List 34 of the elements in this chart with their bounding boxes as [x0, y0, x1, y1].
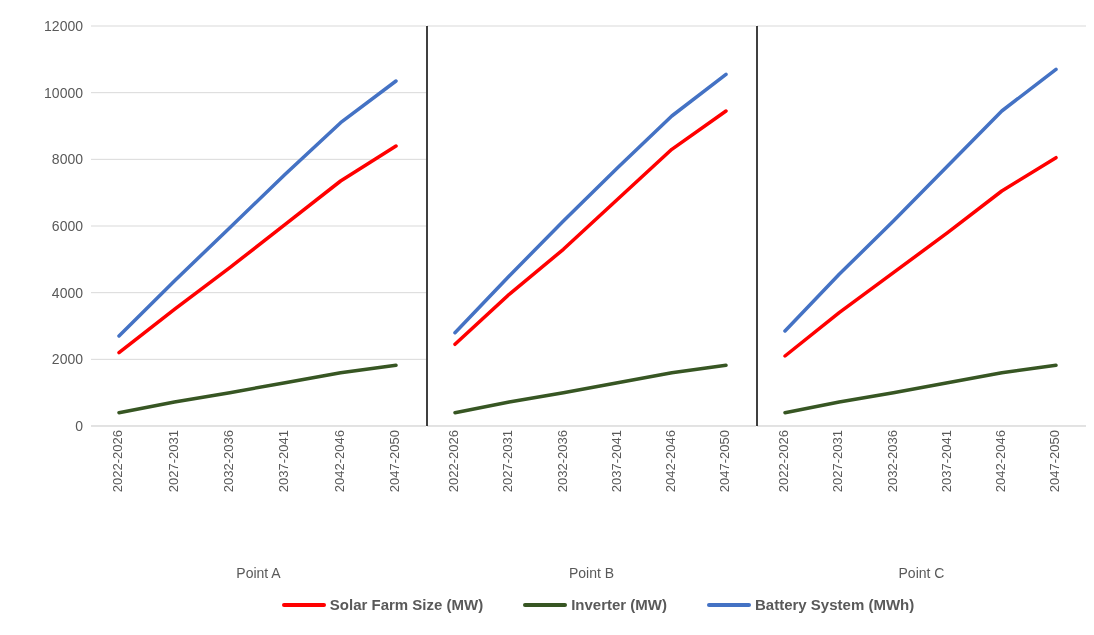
y-tick-label: 6000 [51, 217, 84, 234]
y-tick-label: 12000 [44, 17, 84, 34]
x-tick-label: 2037-2041 [938, 430, 954, 493]
x-axis-title: Point B [568, 565, 615, 581]
y-tick-label: 2000 [51, 351, 84, 368]
y-tick-label: 4000 [51, 284, 84, 301]
x-tick-label: 2037-2041 [276, 430, 292, 493]
x-axis-title: Point C [898, 565, 945, 581]
legend-label: Battery System (MWh) [755, 596, 915, 613]
x-tick-label: 2032-2036 [221, 430, 237, 493]
line-series [117, 79, 398, 338]
x-tick-label: 2032-2036 [554, 430, 570, 493]
y-tick-label: 10000 [44, 84, 84, 101]
y-tick-label: 0 [75, 417, 84, 434]
x-tick-label: 2047-2050 [387, 430, 403, 493]
legend-label: Inverter (MW) [571, 596, 667, 613]
x-tick-label: 2042-2046 [993, 430, 1009, 493]
x-tick-label: 2047-2050 [717, 430, 733, 493]
x-tick-label: 2037-2041 [608, 430, 624, 493]
x-tick-label: 2032-2036 [884, 430, 900, 493]
x-tick-label: 2042-2046 [663, 430, 679, 493]
y-tick-label: 8000 [51, 151, 84, 168]
x-axis-title: Point A [236, 565, 282, 581]
x-tick-label: 2047-2050 [1047, 430, 1063, 493]
x-tick-label: 2027-2031 [500, 430, 516, 493]
x-tick-label: 2027-2031 [165, 430, 181, 493]
legend-label: Solar Farm Size (MW) [329, 596, 484, 613]
x-tick-label: 2022-2026 [110, 430, 126, 493]
line-series [117, 144, 398, 355]
x-tick-label: 2022-2026 [776, 430, 792, 493]
line-series [117, 363, 398, 415]
x-tick-label: 2027-2031 [830, 430, 846, 493]
x-tick-label: 2022-2026 [446, 430, 462, 493]
x-tick-label: 2042-2046 [331, 430, 347, 493]
